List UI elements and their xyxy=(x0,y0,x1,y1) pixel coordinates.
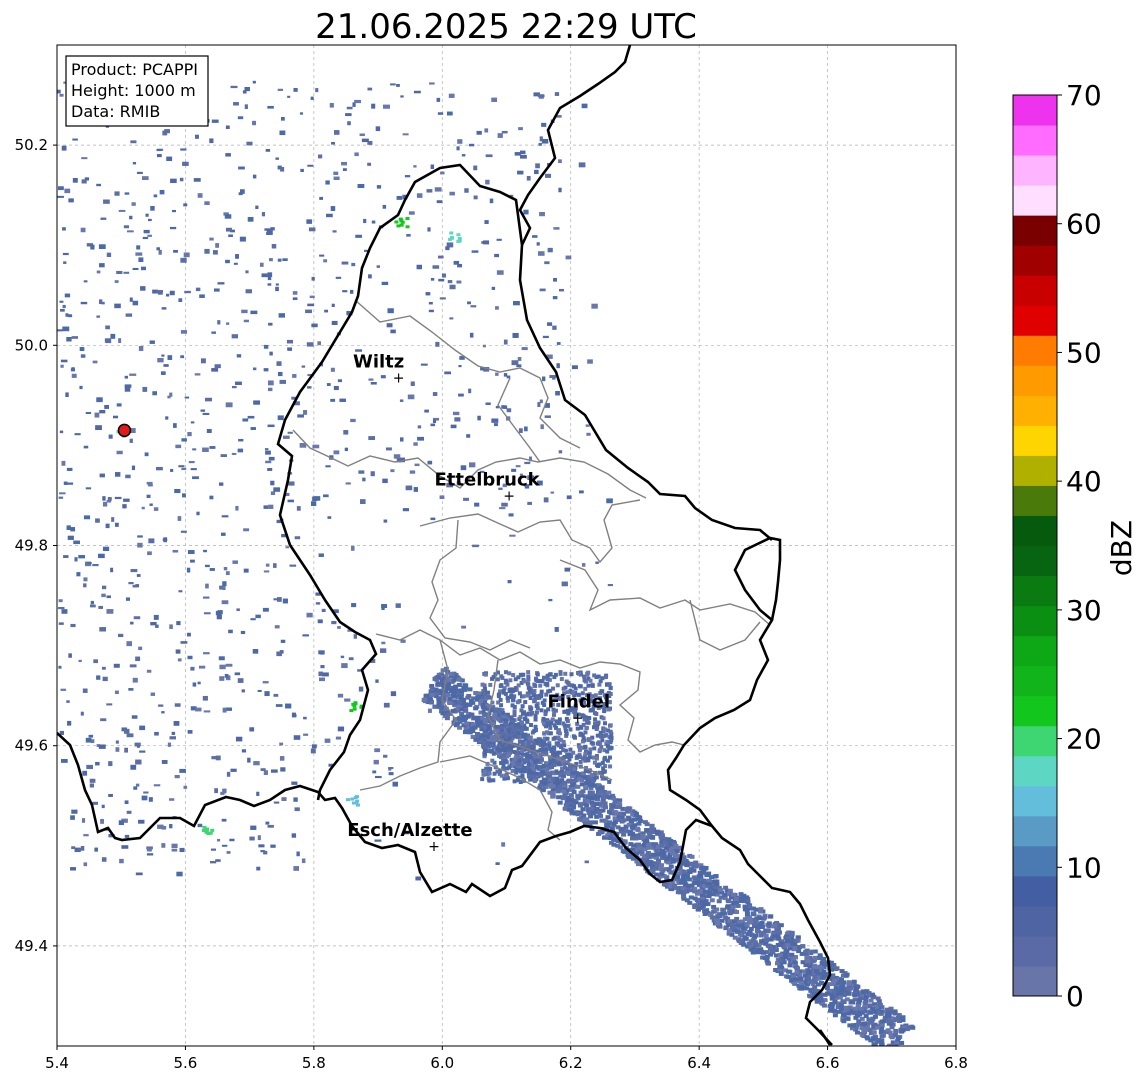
colorbar-segment xyxy=(1013,785,1057,817)
colorbar-segment xyxy=(1013,245,1057,276)
colorbar-tick-label: 60 xyxy=(1066,208,1102,241)
x-tick-label: 6.2 xyxy=(559,1054,583,1072)
colorbar: 0 10 20 30 40 50 60 70 dBZ xyxy=(1012,79,1138,1013)
canton-boundary-north xyxy=(292,429,647,499)
map-background xyxy=(57,45,956,1046)
colorbar-segment xyxy=(1013,965,1057,997)
y-tick-label: 49.6 xyxy=(15,737,48,755)
colorbar-tick-label: 30 xyxy=(1066,594,1102,627)
colorbar-segment xyxy=(1013,185,1057,216)
city-labels: +Wiltz+Ettelbruck+Findel+Esch/Alzette xyxy=(347,351,610,854)
colorbar-segment xyxy=(1013,875,1057,907)
colorbar-tick-label: 20 xyxy=(1066,723,1102,756)
y-tick-label: 49.4 xyxy=(15,937,48,955)
colorbar-tick-label: 50 xyxy=(1066,336,1102,369)
colorbar-segment xyxy=(1013,725,1057,757)
canton-boundary-clervaux xyxy=(497,377,541,463)
colorbar-segment xyxy=(1013,815,1057,847)
colorbar-segment xyxy=(1013,575,1057,607)
x-tick-label: 5.6 xyxy=(173,1054,197,1072)
info-data-source: Data: RMIB xyxy=(71,102,160,121)
canton-boundary-grevenmacher xyxy=(689,599,761,651)
colorbar-frame xyxy=(1012,94,1058,997)
colorbar-segment xyxy=(1013,215,1057,246)
map-panel: +Wiltz+Ettelbruck+Findel+Esch/Alzette Pr… xyxy=(15,44,968,1072)
colorbar-segment xyxy=(1013,425,1057,456)
city-marker: + xyxy=(503,488,515,504)
info-height: Height: 1000 m xyxy=(71,81,196,100)
colorbar-tick-label: 0 xyxy=(1066,980,1084,1013)
info-product: Product: PCAPPI xyxy=(71,60,198,79)
canton-boundary-wiltz xyxy=(354,299,581,449)
colorbar-tick-label: 70 xyxy=(1066,79,1102,112)
canton-boundary-central xyxy=(419,499,641,564)
radar-site-dot xyxy=(117,423,132,438)
canton-boundary-west xyxy=(429,519,531,651)
colorbar-segments xyxy=(1013,95,1057,997)
colorbar-segment xyxy=(1013,95,1057,126)
canton-boundary-capellen xyxy=(359,639,457,791)
colorbar-segment xyxy=(1013,845,1057,877)
canton-boundary-luxembourg xyxy=(375,629,685,753)
colorbar-tick-label: 40 xyxy=(1066,465,1102,498)
city-label: Ettelbruck xyxy=(435,469,541,490)
canton-boundary-esch xyxy=(439,755,561,841)
city-label: Esch/Alzette xyxy=(347,820,472,841)
colorbar-segment xyxy=(1013,455,1057,486)
city-marker: + xyxy=(393,370,405,386)
y-tick-label: 49.8 xyxy=(15,537,48,555)
colorbar-segment xyxy=(1013,905,1057,937)
colorbar-segment xyxy=(1013,305,1057,336)
colorbar-segment xyxy=(1013,155,1057,186)
y-tick-label: 50.2 xyxy=(15,136,48,154)
colorbar-segment xyxy=(1013,515,1057,546)
city-label: Wiltz xyxy=(353,351,404,372)
city-marker: + xyxy=(428,839,440,855)
x-tick-label: 5.4 xyxy=(45,1054,69,1072)
colorbar-segment xyxy=(1013,335,1057,366)
colorbar-segment xyxy=(1013,935,1057,967)
radar-site-marker xyxy=(117,423,132,438)
canton-boundary-remich xyxy=(487,659,613,781)
figure-title: 21.06.2025 22:29 UTC xyxy=(315,7,697,47)
colorbar-label: dBZ xyxy=(1105,520,1138,576)
commune-boundaries xyxy=(292,299,771,841)
country-border-north-east xyxy=(666,536,832,1046)
colorbar-segment xyxy=(1013,485,1057,516)
colorbar-segment xyxy=(1013,635,1057,667)
colorbar-segment xyxy=(1013,695,1057,727)
colorbar-segment xyxy=(1013,395,1057,426)
country-border-luxembourg-main xyxy=(276,163,773,801)
colorbar-segment xyxy=(1013,605,1057,637)
colorbar-segment xyxy=(1013,275,1057,306)
x-tick-label: 6.0 xyxy=(430,1054,454,1072)
country-border-east-river xyxy=(518,45,632,246)
colorbar-segment xyxy=(1013,755,1057,787)
city-marker: + xyxy=(572,711,584,727)
radar-echo-layer xyxy=(57,80,916,1046)
colorbar-segment xyxy=(1013,125,1057,156)
x-tick-label: 6.8 xyxy=(944,1054,968,1072)
canton-boundary-mersch xyxy=(559,559,771,626)
colorbar-segment xyxy=(1013,365,1057,396)
city-label: Findel xyxy=(548,692,611,713)
y-tick-label: 50.0 xyxy=(15,336,48,354)
y-axis-ticks: 49.4 49.6 49.8 50.0 50.2 xyxy=(15,136,57,955)
country-border-luxembourg xyxy=(57,732,833,1046)
x-tick-label: 6.6 xyxy=(816,1054,840,1072)
info-box: Product: PCAPPI Height: 1000 m Data: RMI… xyxy=(65,55,209,127)
colorbar-ticks: 0 10 20 30 40 50 60 70 xyxy=(1057,79,1102,1013)
colorbar-segment xyxy=(1013,545,1057,577)
x-axis-ticks: 5.4 5.6 5.8 6.0 6.2 6.4 6.6 6.8 xyxy=(45,1046,968,1072)
colorbar-tick-label: 10 xyxy=(1066,851,1102,884)
x-tick-label: 6.4 xyxy=(687,1054,711,1072)
colorbar-segment xyxy=(1013,665,1057,697)
x-tick-label: 5.8 xyxy=(302,1054,326,1072)
